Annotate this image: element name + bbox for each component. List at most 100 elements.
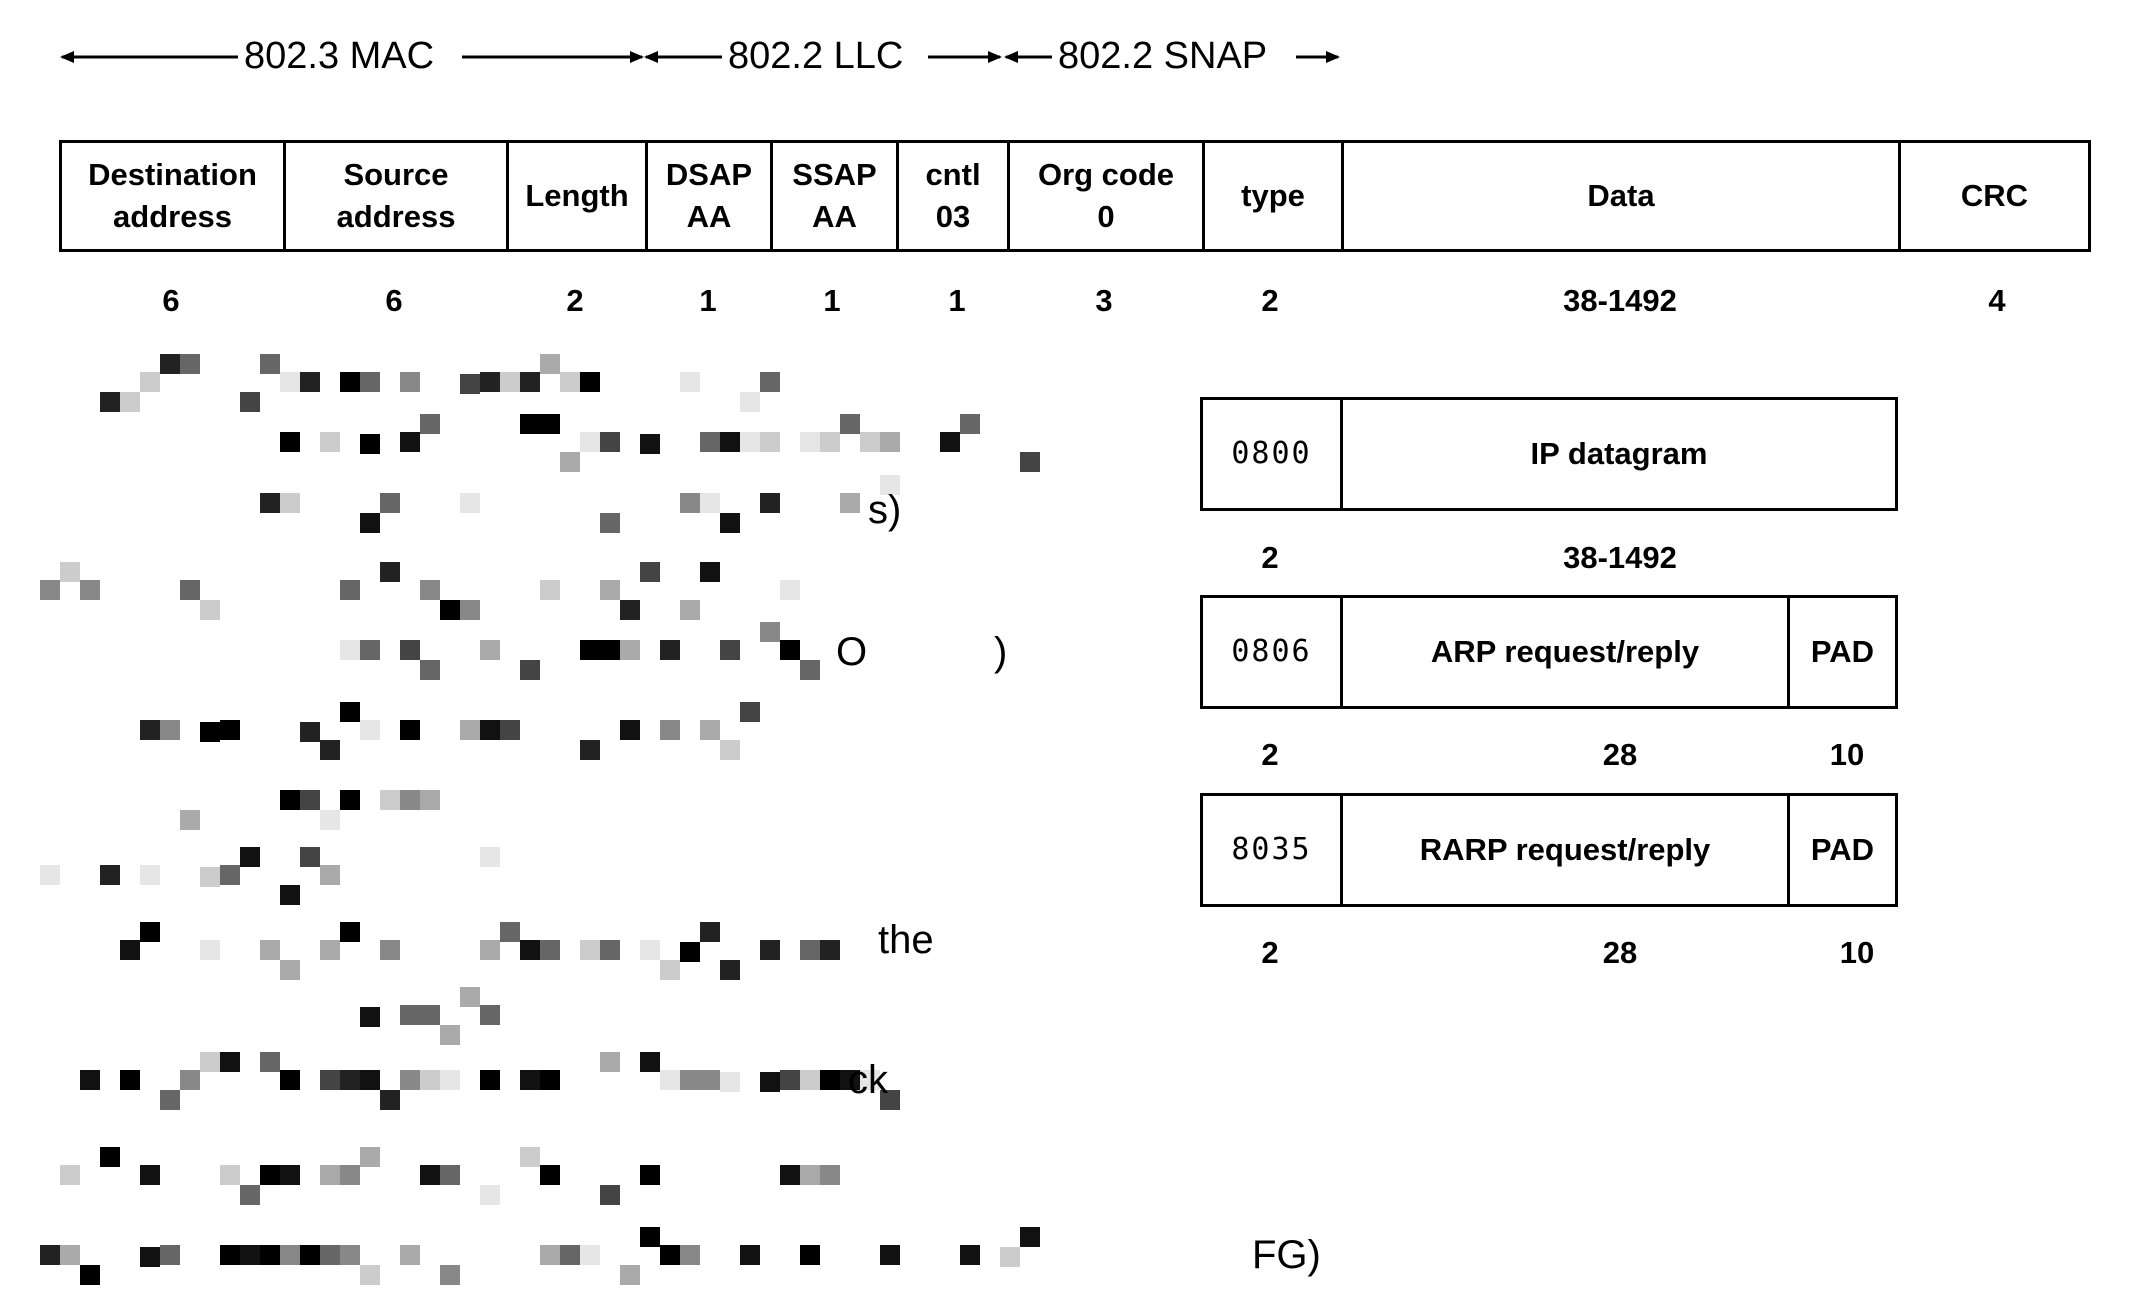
redaction-pixel	[580, 640, 600, 660]
redaction-pixel	[820, 432, 840, 452]
redaction-pixel	[780, 640, 800, 660]
redaction-pixel	[480, 847, 500, 867]
redaction-pixel	[580, 740, 600, 760]
redaction-pixel	[60, 1165, 80, 1185]
redaction-pixel	[420, 1070, 440, 1090]
redaction-pixel	[240, 392, 260, 412]
field-cntl: cntl 03	[899, 143, 1010, 249]
redaction-pixel	[700, 493, 720, 513]
redaction-pixel	[720, 1072, 740, 1092]
redaction-pixel	[180, 810, 200, 830]
redaction-pixel	[540, 940, 560, 960]
subframe-rarp-payload: RARP request/reply	[1343, 796, 1790, 904]
redaction-pixel	[300, 1245, 320, 1265]
redaction-pixel	[220, 1052, 240, 1072]
redaction-pixel	[280, 1165, 300, 1185]
redaction-pixel	[280, 432, 300, 452]
redacted-fragment: s)	[868, 488, 902, 532]
redaction-pixel	[120, 392, 140, 412]
redaction-pixel	[660, 1070, 680, 1090]
redaction-pixel	[360, 720, 380, 740]
redaction-pixel	[700, 922, 720, 942]
redaction-pixel	[260, 354, 280, 374]
redacted-fragment: FG)	[1252, 1233, 1321, 1277]
redaction-pixel	[220, 865, 240, 885]
redaction-pixel	[340, 790, 360, 810]
redaction-pixel	[600, 640, 620, 660]
redaction-pixel	[860, 432, 880, 452]
redaction-pixel	[360, 1265, 380, 1285]
redaction-pixel	[740, 392, 760, 412]
redaction-pixel	[840, 414, 860, 434]
redacted-fragment: the	[878, 918, 934, 962]
redaction-pixel	[360, 434, 380, 454]
redaction-pixel	[480, 940, 500, 960]
subframe-arp-type: 0806	[1203, 598, 1343, 706]
redaction-pixel	[840, 1070, 860, 1090]
redaction-pixel	[460, 600, 480, 620]
field-length: Length	[509, 143, 648, 249]
redaction-pixel	[940, 432, 960, 452]
redaction-pixel	[160, 1245, 180, 1265]
redaction-pixel	[340, 1245, 360, 1265]
redaction-pixel	[380, 940, 400, 960]
subframe-ip: 0800 IP datagram	[1200, 397, 1898, 511]
redaction-pixel	[180, 354, 200, 374]
redaction-pixel	[260, 493, 280, 513]
redaction-pixel	[280, 493, 300, 513]
redaction-pixel	[1020, 452, 1040, 472]
redaction-pixel	[140, 1165, 160, 1185]
subframe-rarp-size-payload: 28	[1602, 935, 1638, 970]
redaction-pixel	[520, 414, 540, 434]
redaction-pixel	[260, 940, 280, 960]
subframe-rarp-type: 8035	[1203, 796, 1343, 904]
redaction-pixel	[780, 1070, 800, 1090]
redaction-pixel	[320, 1070, 340, 1090]
redaction-pixel	[820, 1165, 840, 1185]
redaction-pixel	[440, 1265, 460, 1285]
redaction-pixel	[540, 414, 560, 434]
redaction-pixel	[760, 372, 780, 392]
redaction-pixel	[520, 372, 540, 392]
redaction-pixel	[160, 1090, 180, 1110]
redaction-pixel	[100, 865, 120, 885]
redaction-pixel	[380, 493, 400, 513]
redaction-pixel	[140, 1247, 160, 1267]
redaction-pixel	[140, 922, 160, 942]
redaction-pixel	[520, 660, 540, 680]
redaction-pixel	[100, 1147, 120, 1167]
redaction-pixel	[640, 434, 660, 454]
redaction-pixel	[760, 622, 780, 642]
redaction-pixel	[40, 1245, 60, 1265]
redaction-pixel	[640, 1165, 660, 1185]
redaction-pixel	[320, 1165, 340, 1185]
redaction-pixel	[340, 640, 360, 660]
redacted-text-region	[0, 350, 1150, 1302]
redaction-pixel	[600, 940, 620, 960]
size-source-address: 6	[385, 283, 403, 318]
redaction-pixel	[760, 940, 780, 960]
subframe-ip-size-payload: 38-1492	[1563, 540, 1677, 575]
redaction-pixel	[780, 580, 800, 600]
redaction-pixel	[400, 1070, 420, 1090]
redaction-pixel	[160, 354, 180, 374]
redaction-pixel	[400, 640, 420, 660]
redaction-pixel	[420, 660, 440, 680]
subframe-ip-type: 0800	[1203, 400, 1343, 508]
redaction-pixel	[720, 740, 740, 760]
redaction-pixel	[200, 940, 220, 960]
field-source-address: Source address	[286, 143, 509, 249]
redaction-pixel	[460, 493, 480, 513]
redaction-pixel	[340, 580, 360, 600]
redaction-pixel	[640, 1227, 660, 1247]
llc-label: 802.2 LLC	[728, 35, 904, 77]
redaction-pixel	[560, 452, 580, 472]
redaction-pixel	[660, 960, 680, 980]
redacted-fragment: O	[836, 630, 868, 674]
redaction-pixel	[420, 414, 440, 434]
redaction-pixel	[280, 790, 300, 810]
subframe-arp: 0806 ARP request/reply PAD	[1200, 595, 1898, 709]
redaction-pixel	[320, 1245, 340, 1265]
redaction-pixel	[480, 1005, 500, 1025]
redaction-pixel	[760, 493, 780, 513]
